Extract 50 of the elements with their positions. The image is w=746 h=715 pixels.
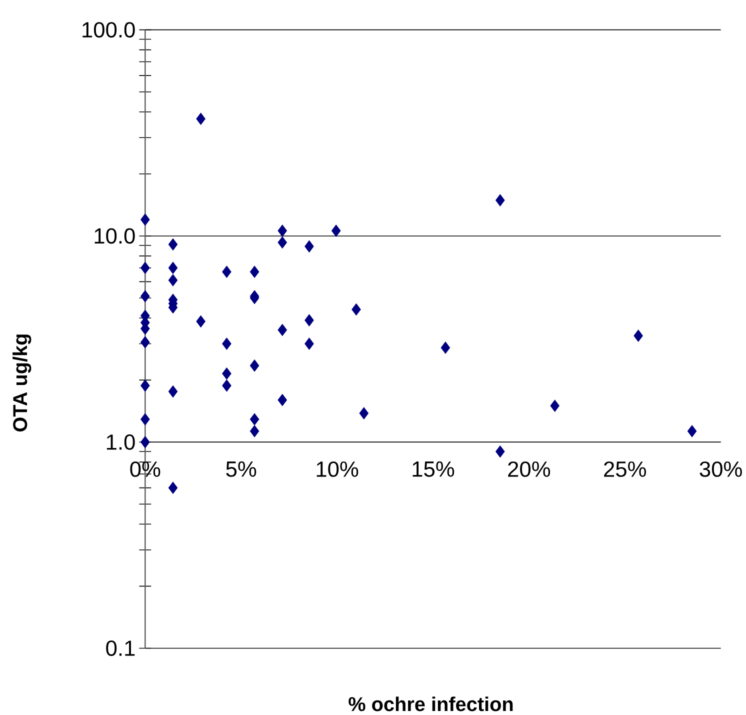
x-tick-label: 15%	[412, 462, 454, 477]
x-tick-label: 30%	[700, 462, 742, 478]
x-tick-label: 5%	[226, 462, 256, 477]
point	[196, 315, 206, 328]
point	[352, 303, 361, 316]
point	[495, 194, 505, 207]
point	[168, 482, 178, 494]
point	[550, 400, 560, 412]
point	[168, 238, 178, 251]
y-tick-label: 0.1	[106, 640, 135, 656]
x-tick-label: 20%	[508, 462, 550, 478]
y-tick-label: 10.0	[94, 228, 135, 244]
point	[140, 290, 150, 302]
point	[304, 240, 314, 253]
point	[140, 413, 150, 426]
point	[304, 338, 314, 350]
y-axis-title: OTA ug/kg	[12, 334, 32, 432]
point	[278, 236, 288, 249]
point	[495, 445, 505, 458]
point	[222, 266, 232, 278]
point	[250, 360, 260, 372]
point	[278, 224, 288, 237]
point	[222, 338, 232, 350]
point	[140, 336, 150, 349]
point	[250, 413, 260, 426]
point	[687, 425, 697, 438]
point	[168, 262, 178, 274]
point	[168, 385, 178, 398]
point	[304, 314, 314, 327]
point	[140, 214, 150, 226]
point	[196, 112, 206, 126]
point	[222, 367, 232, 380]
point	[278, 394, 288, 406]
point	[278, 324, 288, 336]
x-tick-label: 25%	[604, 462, 646, 478]
point	[250, 425, 260, 438]
point	[222, 380, 232, 392]
point	[359, 407, 369, 420]
point	[140, 262, 150, 274]
point	[440, 342, 450, 354]
x-axis-title: % ochre infection	[348, 696, 513, 712]
point	[634, 330, 643, 342]
point	[168, 274, 178, 286]
point	[331, 224, 341, 237]
y-tick-label: 100.0	[82, 22, 135, 38]
point	[140, 436, 150, 448]
y-tick-label: 1.0	[106, 434, 135, 450]
x-tick-label: 10%	[316, 462, 358, 478]
point	[140, 380, 150, 392]
point	[250, 266, 260, 278]
